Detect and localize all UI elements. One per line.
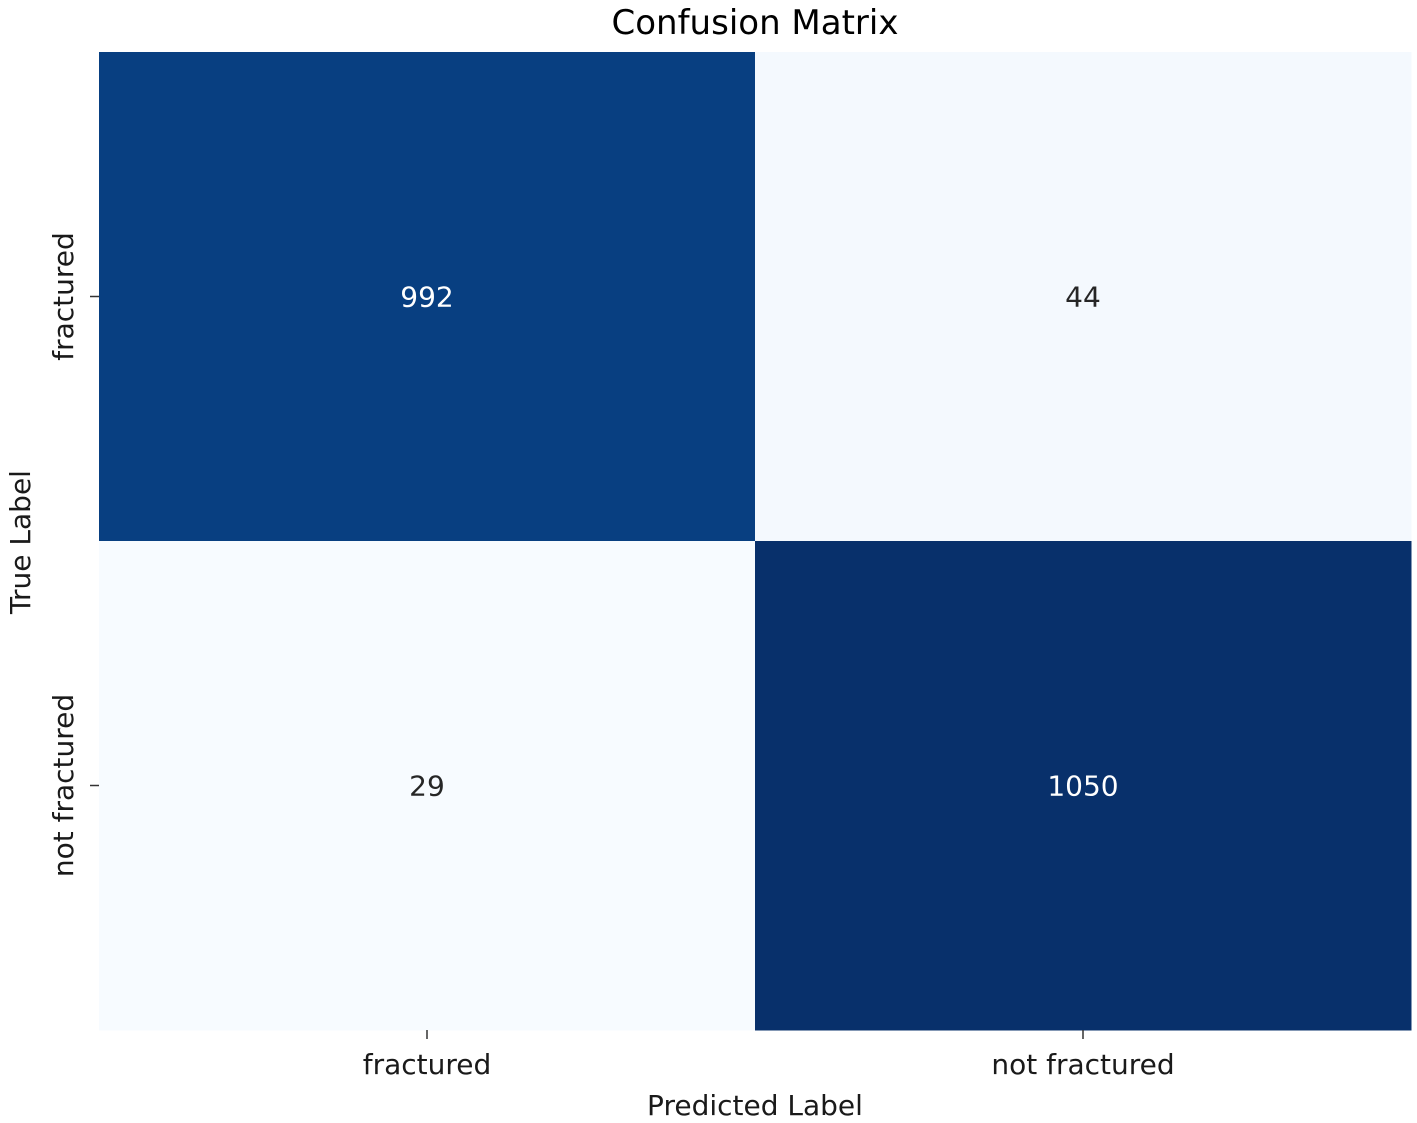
chart-title: Confusion Matrix [612, 3, 899, 43]
heatmap-cell [755, 541, 1412, 1031]
x-tick-label: fractured [363, 1048, 492, 1081]
x-tick-label: not fractured [991, 1048, 1174, 1081]
x-axis-ticks: fractured not fractured [363, 1030, 1175, 1081]
y-tick-label: not fractured [47, 694, 80, 877]
cell-value-label: 29 [409, 770, 445, 803]
y-axis-ticks: fractured not fractured [47, 232, 99, 877]
cell-value-label: 1050 [1047, 770, 1118, 803]
x-axis-label: Predicted Label [647, 1089, 863, 1122]
y-axis-label: True Label [4, 470, 37, 615]
heatmap-cells: 992 44 29 1050 [99, 52, 1412, 1031]
heatmap-cell [755, 52, 1412, 542]
heatmap-cell [99, 541, 756, 1031]
heatmap-cell [99, 52, 756, 542]
cell-value-label: 44 [1065, 281, 1101, 314]
cell-value-label: 992 [400, 281, 453, 314]
y-tick-label: fractured [47, 232, 80, 361]
